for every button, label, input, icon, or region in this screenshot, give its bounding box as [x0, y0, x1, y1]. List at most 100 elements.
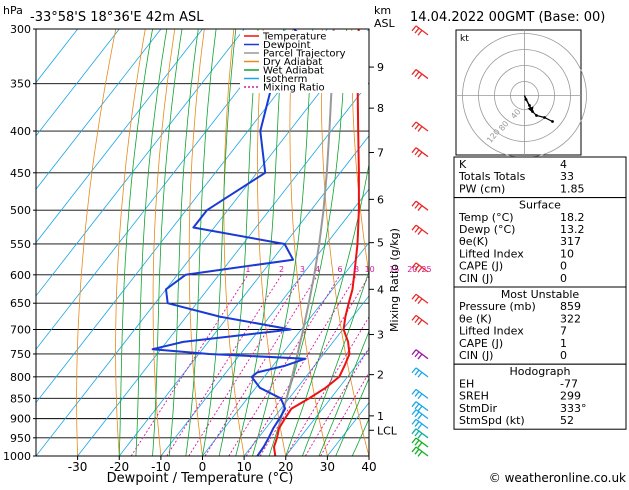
wet-adiabat-line	[185, 29, 217, 456]
pressure-tick-label: 700	[10, 324, 31, 337]
wet-adiabat-line	[168, 29, 199, 456]
isotherm-line	[77, 81, 369, 456]
height-tick-label: 3	[377, 329, 384, 342]
pressure-tick-label: 900	[10, 413, 31, 426]
isotherm-line	[36, 29, 162, 190]
legend-entry: Dry Adiabat	[263, 57, 322, 68]
table-value: 1	[560, 337, 567, 350]
wind-barb-flag	[414, 27, 420, 34]
dry-adiabat-line	[152, 29, 176, 456]
table-value: 33	[560, 170, 574, 183]
pressure-axis: 300 350 400 450 500 550 600 650 700 750 800 850 900 9…	[3, 23, 36, 463]
wind-barb-flag	[411, 147, 417, 154]
wind-barb-flag	[417, 126, 423, 132]
wet-adiabat-line	[218, 29, 259, 456]
mixing-ratio-value: 1	[245, 265, 250, 274]
table-value: 4	[560, 158, 567, 171]
table-label: Lifted Index	[459, 247, 524, 260]
mixing-ratio-line	[305, 346, 369, 456]
temperature-axis: -30 -20 -10 0 10 20 30 40	[68, 456, 377, 474]
wind-barb-flag	[411, 121, 417, 128]
mixing-ratio-line	[188, 274, 303, 456]
datetime-title: 14.04.2022 00GMT (Base: 00)	[410, 10, 605, 25]
wind-barb-flag	[411, 224, 417, 231]
legend-entry: Dewpoint	[263, 40, 311, 51]
pressure-tick-label: 750	[10, 348, 31, 361]
mixing-ratio-value: 3	[300, 265, 305, 274]
wind-barb-flag	[411, 69, 417, 75]
profile-lines	[151, 29, 360, 456]
hodograph-frame	[455, 29, 582, 156]
mixing-ratio-value: 4	[315, 265, 320, 274]
isotherm-line	[285, 348, 369, 456]
table-label: StmSpd (kt)	[459, 414, 525, 427]
table-value: 0	[560, 349, 567, 362]
table-value: -77	[560, 377, 578, 390]
table-value: 7	[560, 325, 567, 338]
storm-motion-arrowhead	[527, 106, 534, 113]
table-label: CAPE (J)	[459, 337, 503, 350]
temperature-tick-label: 0	[199, 460, 207, 474]
isotherm-line	[36, 29, 245, 297]
legend-entry: Isotherm	[263, 74, 307, 85]
pressure-tick-label: 650	[10, 297, 31, 310]
mixing-ratio-value: 8	[354, 265, 359, 274]
legend-entry: Temperature	[262, 32, 326, 43]
background-lines	[36, 29, 369, 456]
dry-adiabat-line	[76, 29, 117, 456]
wind-barb-flag	[417, 29, 423, 36]
pressure-tick-label: 1000	[3, 450, 31, 463]
pressure-tick-label: 600	[10, 269, 31, 282]
legend-box	[240, 31, 368, 93]
table-value: 0	[560, 272, 567, 285]
mixing-ratio-line	[285, 316, 369, 456]
wet-adiabat-line	[202, 29, 237, 456]
mixing-ratio-labels: 1 2 3 4 6 8 10 15 20 25	[245, 265, 431, 274]
credit-text: © weatheronline.co.uk	[489, 471, 626, 485]
wind-barb-flag	[414, 149, 420, 156]
wet-adiabat-line	[135, 29, 168, 456]
height-tick-label: LCL	[377, 424, 398, 437]
table-label: K	[459, 158, 467, 171]
indices-tables: K 4 Totals Totals 33 PW (cm) 1.85 Surface Temp …	[453, 156, 627, 430]
table-label: Dewp (°C)	[459, 223, 515, 236]
wind-barb-flag	[411, 25, 417, 32]
height-tick-label: 2	[377, 369, 384, 382]
wind-barb-flag	[417, 413, 423, 420]
table-label: CIN (J)	[459, 349, 493, 362]
height-unit-label: km	[374, 4, 391, 17]
wind-barb-flag	[414, 226, 420, 233]
mixing-ratio-value: 10	[365, 265, 375, 274]
wind-barb-flag	[411, 409, 417, 416]
wind-barb-flag	[414, 71, 420, 78]
table-label: CIN (J)	[459, 272, 493, 285]
mixing-ratio-line	[259, 275, 369, 456]
table-label: SREH	[459, 390, 489, 403]
height-tick-label: 6	[377, 193, 384, 206]
wind-barb-flag	[417, 371, 423, 378]
table-label: Lifted Index	[459, 325, 524, 338]
mixing-ratio-line	[166, 274, 282, 456]
wet-adiabat-line	[235, 29, 284, 456]
temperature-tick-label: 20	[278, 460, 293, 474]
wind-barb-flag	[417, 432, 423, 439]
mixing-ratio-axis-label: Mixing Ratio (g/kg)	[388, 228, 401, 332]
temperature-tick-label: -20	[109, 460, 129, 474]
table-label: Pressure (mb)	[459, 300, 536, 313]
hodograph-point	[543, 116, 546, 119]
wind-barb-flag	[411, 388, 417, 395]
pressure-tick-label: 500	[10, 204, 31, 217]
mixing-ratio-line	[245, 274, 357, 456]
height-tick-label: 8	[377, 102, 384, 115]
height-unit-label-2: ASL	[374, 17, 396, 30]
height-tick-label: 1	[377, 410, 384, 423]
pressure-tick-label: 300	[10, 23, 31, 36]
table-value: 333°	[560, 402, 587, 415]
wind-barb-flag	[414, 430, 420, 437]
height-tick-label: 7	[377, 147, 384, 160]
pressure-tick-label: 350	[10, 78, 31, 91]
